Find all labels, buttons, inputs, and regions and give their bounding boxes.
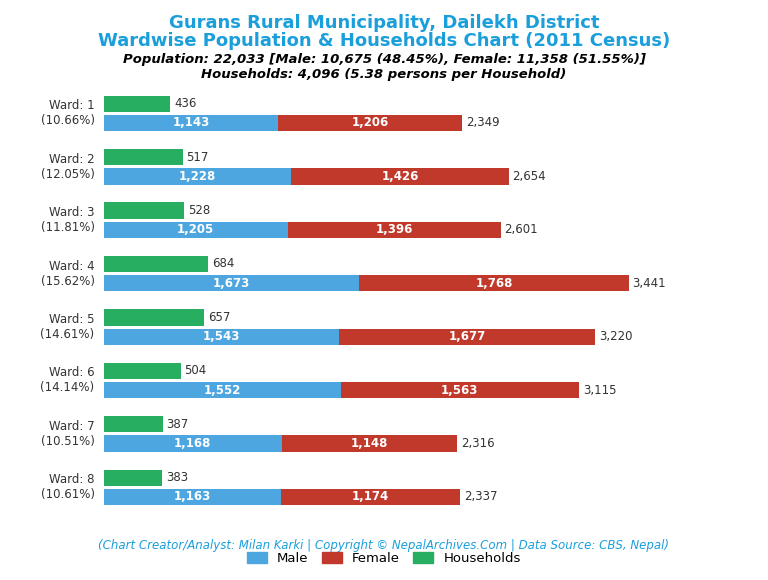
Text: 1,768: 1,768 <box>475 277 512 290</box>
Text: 1,677: 1,677 <box>449 330 485 343</box>
Text: 1,673: 1,673 <box>213 277 250 290</box>
Bar <box>291 168 508 184</box>
Text: 1,168: 1,168 <box>174 437 211 450</box>
Text: 684: 684 <box>212 258 234 270</box>
Bar <box>104 115 278 131</box>
Text: 2,337: 2,337 <box>464 491 498 503</box>
Bar <box>104 309 204 325</box>
Text: 1,174: 1,174 <box>352 491 389 503</box>
Text: 3,441: 3,441 <box>633 277 666 290</box>
Text: 528: 528 <box>188 204 210 217</box>
Bar <box>340 382 579 398</box>
Text: Wardwise Population & Households Chart (2011 Census): Wardwise Population & Households Chart (… <box>98 32 670 50</box>
Bar <box>281 489 460 505</box>
Bar <box>104 256 208 272</box>
Text: Ward: 6
(14.14%): Ward: 6 (14.14%) <box>41 367 94 394</box>
Bar <box>104 168 291 184</box>
Bar <box>282 436 457 452</box>
Text: 2,349: 2,349 <box>466 117 499 129</box>
Text: 1,163: 1,163 <box>174 491 211 503</box>
Bar <box>104 202 184 219</box>
Text: 1,148: 1,148 <box>351 437 388 450</box>
Bar <box>104 96 170 112</box>
Text: 1,396: 1,396 <box>376 223 412 236</box>
Bar <box>104 222 287 238</box>
Text: 3,115: 3,115 <box>583 383 617 397</box>
Bar <box>104 382 340 398</box>
Text: 383: 383 <box>166 471 188 484</box>
Text: 2,654: 2,654 <box>512 170 546 183</box>
Text: 436: 436 <box>174 97 197 110</box>
Bar <box>104 275 359 291</box>
Text: 3,220: 3,220 <box>599 330 632 343</box>
Text: Ward: 7
(10.51%): Ward: 7 (10.51%) <box>41 420 94 448</box>
Text: (Chart Creator/Analyst: Milan Karki | Copyright © NepalArchives.Com | Data Sourc: (Chart Creator/Analyst: Milan Karki | Co… <box>98 539 670 552</box>
Bar <box>339 328 595 345</box>
Bar <box>359 275 629 291</box>
Bar <box>104 436 282 452</box>
Text: Gurans Rural Municipality, Dailekh District: Gurans Rural Municipality, Dailekh Distr… <box>169 14 599 32</box>
Text: Ward: 4
(15.62%): Ward: 4 (15.62%) <box>41 260 94 288</box>
Text: 1,552: 1,552 <box>204 383 241 397</box>
Text: Ward: 2
(12.05%): Ward: 2 (12.05%) <box>41 153 94 181</box>
Text: 1,228: 1,228 <box>179 170 216 183</box>
Text: 1,205: 1,205 <box>177 223 214 236</box>
Text: 1,143: 1,143 <box>172 117 210 129</box>
Bar <box>104 328 339 345</box>
Bar <box>104 416 163 433</box>
Bar <box>278 115 462 131</box>
Text: 387: 387 <box>167 418 189 431</box>
Text: 504: 504 <box>184 364 207 378</box>
Text: 657: 657 <box>208 311 230 324</box>
Text: 517: 517 <box>187 151 209 164</box>
Text: 1,543: 1,543 <box>203 330 240 343</box>
Legend: Male, Female, Households: Male, Female, Households <box>242 547 526 571</box>
Text: Households: 4,096 (5.38 persons per Household): Households: 4,096 (5.38 persons per Hous… <box>201 68 567 81</box>
Text: Ward: 1
(10.66%): Ward: 1 (10.66%) <box>41 99 94 128</box>
Text: 1,563: 1,563 <box>441 383 478 397</box>
Bar <box>104 470 162 486</box>
Bar <box>104 489 281 505</box>
Text: 2,316: 2,316 <box>461 437 495 450</box>
Text: Population: 22,033 [Male: 10,675 (48.45%), Female: 11,358 (51.55%)]: Population: 22,033 [Male: 10,675 (48.45%… <box>123 53 645 66</box>
Bar <box>104 362 180 379</box>
Text: 1,426: 1,426 <box>381 170 419 183</box>
Text: Ward: 3
(11.81%): Ward: 3 (11.81%) <box>41 206 94 234</box>
Text: Ward: 8
(10.61%): Ward: 8 (10.61%) <box>41 473 94 501</box>
Text: 1,206: 1,206 <box>352 117 389 129</box>
Bar <box>287 222 501 238</box>
Text: 2,601: 2,601 <box>505 223 538 236</box>
Bar <box>104 149 183 165</box>
Text: Ward: 5
(14.61%): Ward: 5 (14.61%) <box>41 313 94 341</box>
